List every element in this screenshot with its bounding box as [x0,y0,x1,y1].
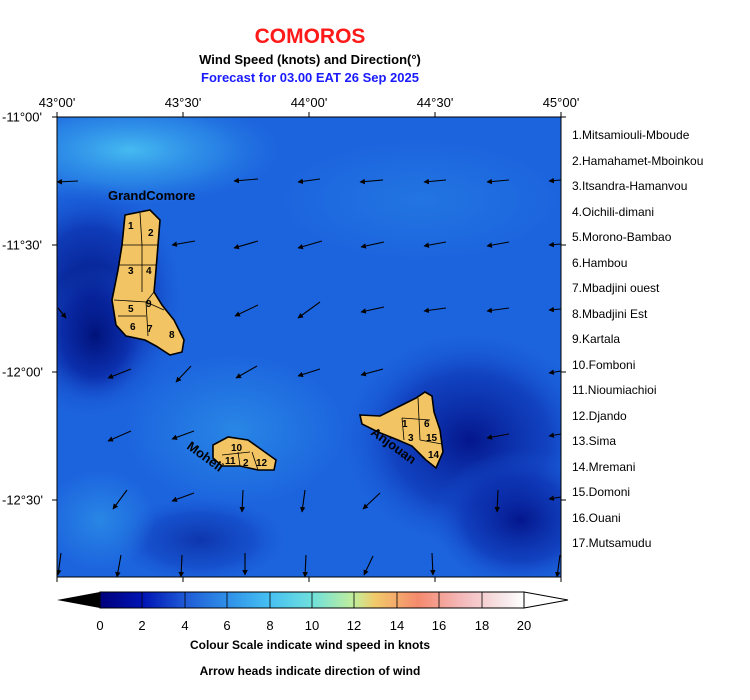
region-numbers: 1 2 3 4 5 9 6 7 8 10 11 2 12 1 6 3 15 14 [128,221,440,469]
lon-label-4300: 43°00' [38,95,76,110]
legend-item: 12.Djando [572,408,627,423]
colorbar-tick: 10 [304,618,320,633]
colorbar-tick: 6 [223,618,231,633]
region-num: 3 [408,433,414,444]
region-num: 1 [402,419,408,430]
legend-item: 8.Mbadjini Est [572,306,648,321]
district-legend: 1.Mitsamiouli-Mboude 2.Hamahamet-Mboinko… [572,127,703,561]
region-num: 2 [243,458,249,469]
map-subtitle: Wind Speed (knots) and Direction(°) [199,52,421,67]
arrow-caption: Arrow heads indicate direction of wind [199,664,421,678]
region-num: 7 [147,324,153,335]
region-num: 14 [428,450,440,461]
legend-item: 10.Fomboni [572,357,636,372]
legend-item: 7.Mbadjini ouest [572,281,660,295]
legend-item: 2.Hamahamet-Mboinkou [572,153,704,168]
forecast-time: Forecast for 03.00 EAT 26 Sep 2025 [201,70,419,85]
region-num: 15 [426,433,438,444]
colorbar-caption: Colour Scale indicate wind speed in knot… [189,638,431,652]
colorbar-tick: 4 [181,618,189,633]
legend-item: 13.Sima [572,434,617,448]
region-num: 1 [128,221,134,232]
legend-item: 15.Domoni [572,485,631,499]
legend-item: 4.Oichili-dimani [572,204,655,219]
lat-label-1100: -11°00' [2,109,42,125]
map-title: COMOROS [254,25,366,48]
moheli-island [212,436,277,471]
legend-item: 3.Itsandra-Hamanvou [572,179,688,193]
wind-speed-field [57,117,561,577]
lat-label-1230: -12°30' [2,492,43,508]
colorbar-tick: 8 [266,618,274,633]
grand-comore-island [111,209,185,356]
colorbar-tick: 12 [346,618,362,633]
region-num: 8 [169,330,175,341]
region-num: 6 [130,322,136,333]
colorbar-tick: 14 [389,618,405,633]
legend-item: 16.Ouani [572,510,621,525]
lat-label-1200: -12°00' [2,364,43,380]
legend-item: 14.Mremani [572,459,636,474]
colorbar-tick: 2 [138,618,146,633]
lon-label-4330: 43°30' [164,95,202,110]
legend-item: 1.Mitsamiouli-Mboude [572,128,690,142]
region-num: 2 [148,228,154,239]
legend-item: 6.Hambou [572,255,628,270]
legend-item: 17.Mutsamudu [572,536,652,550]
region-num: 3 [128,266,134,277]
island-label-grand-comore: GrandComore [108,188,195,203]
wind-arrows [57,177,561,577]
colorbar-tick: 18 [474,618,490,633]
lon-label-4500: 45°00' [542,95,580,110]
lat-label-1130: -11°30' [2,237,42,253]
lon-label-4430: 44°30' [416,95,454,110]
anjouan-island [358,391,444,470]
axis-ticks [52,112,566,582]
colorbar-tick: 0 [96,618,104,633]
legend-item: 9.Kartala [572,332,621,346]
lon-label-4400: 44°00' [290,95,328,110]
region-num: 6 [424,419,430,430]
region-num: 4 [146,266,152,277]
region-num: 9 [146,299,152,310]
region-num: 12 [256,458,268,469]
colorbar-tick: 20 [516,618,532,633]
legend-item: 11.Nioumiachioi [572,383,657,397]
region-num: 10 [231,443,243,454]
region-num: 11 [225,456,236,467]
colorbar [57,591,569,609]
region-num: 5 [128,304,134,315]
colorbar-tick: 16 [431,618,447,633]
legend-item: 5.Morono-Bambao [572,230,672,244]
